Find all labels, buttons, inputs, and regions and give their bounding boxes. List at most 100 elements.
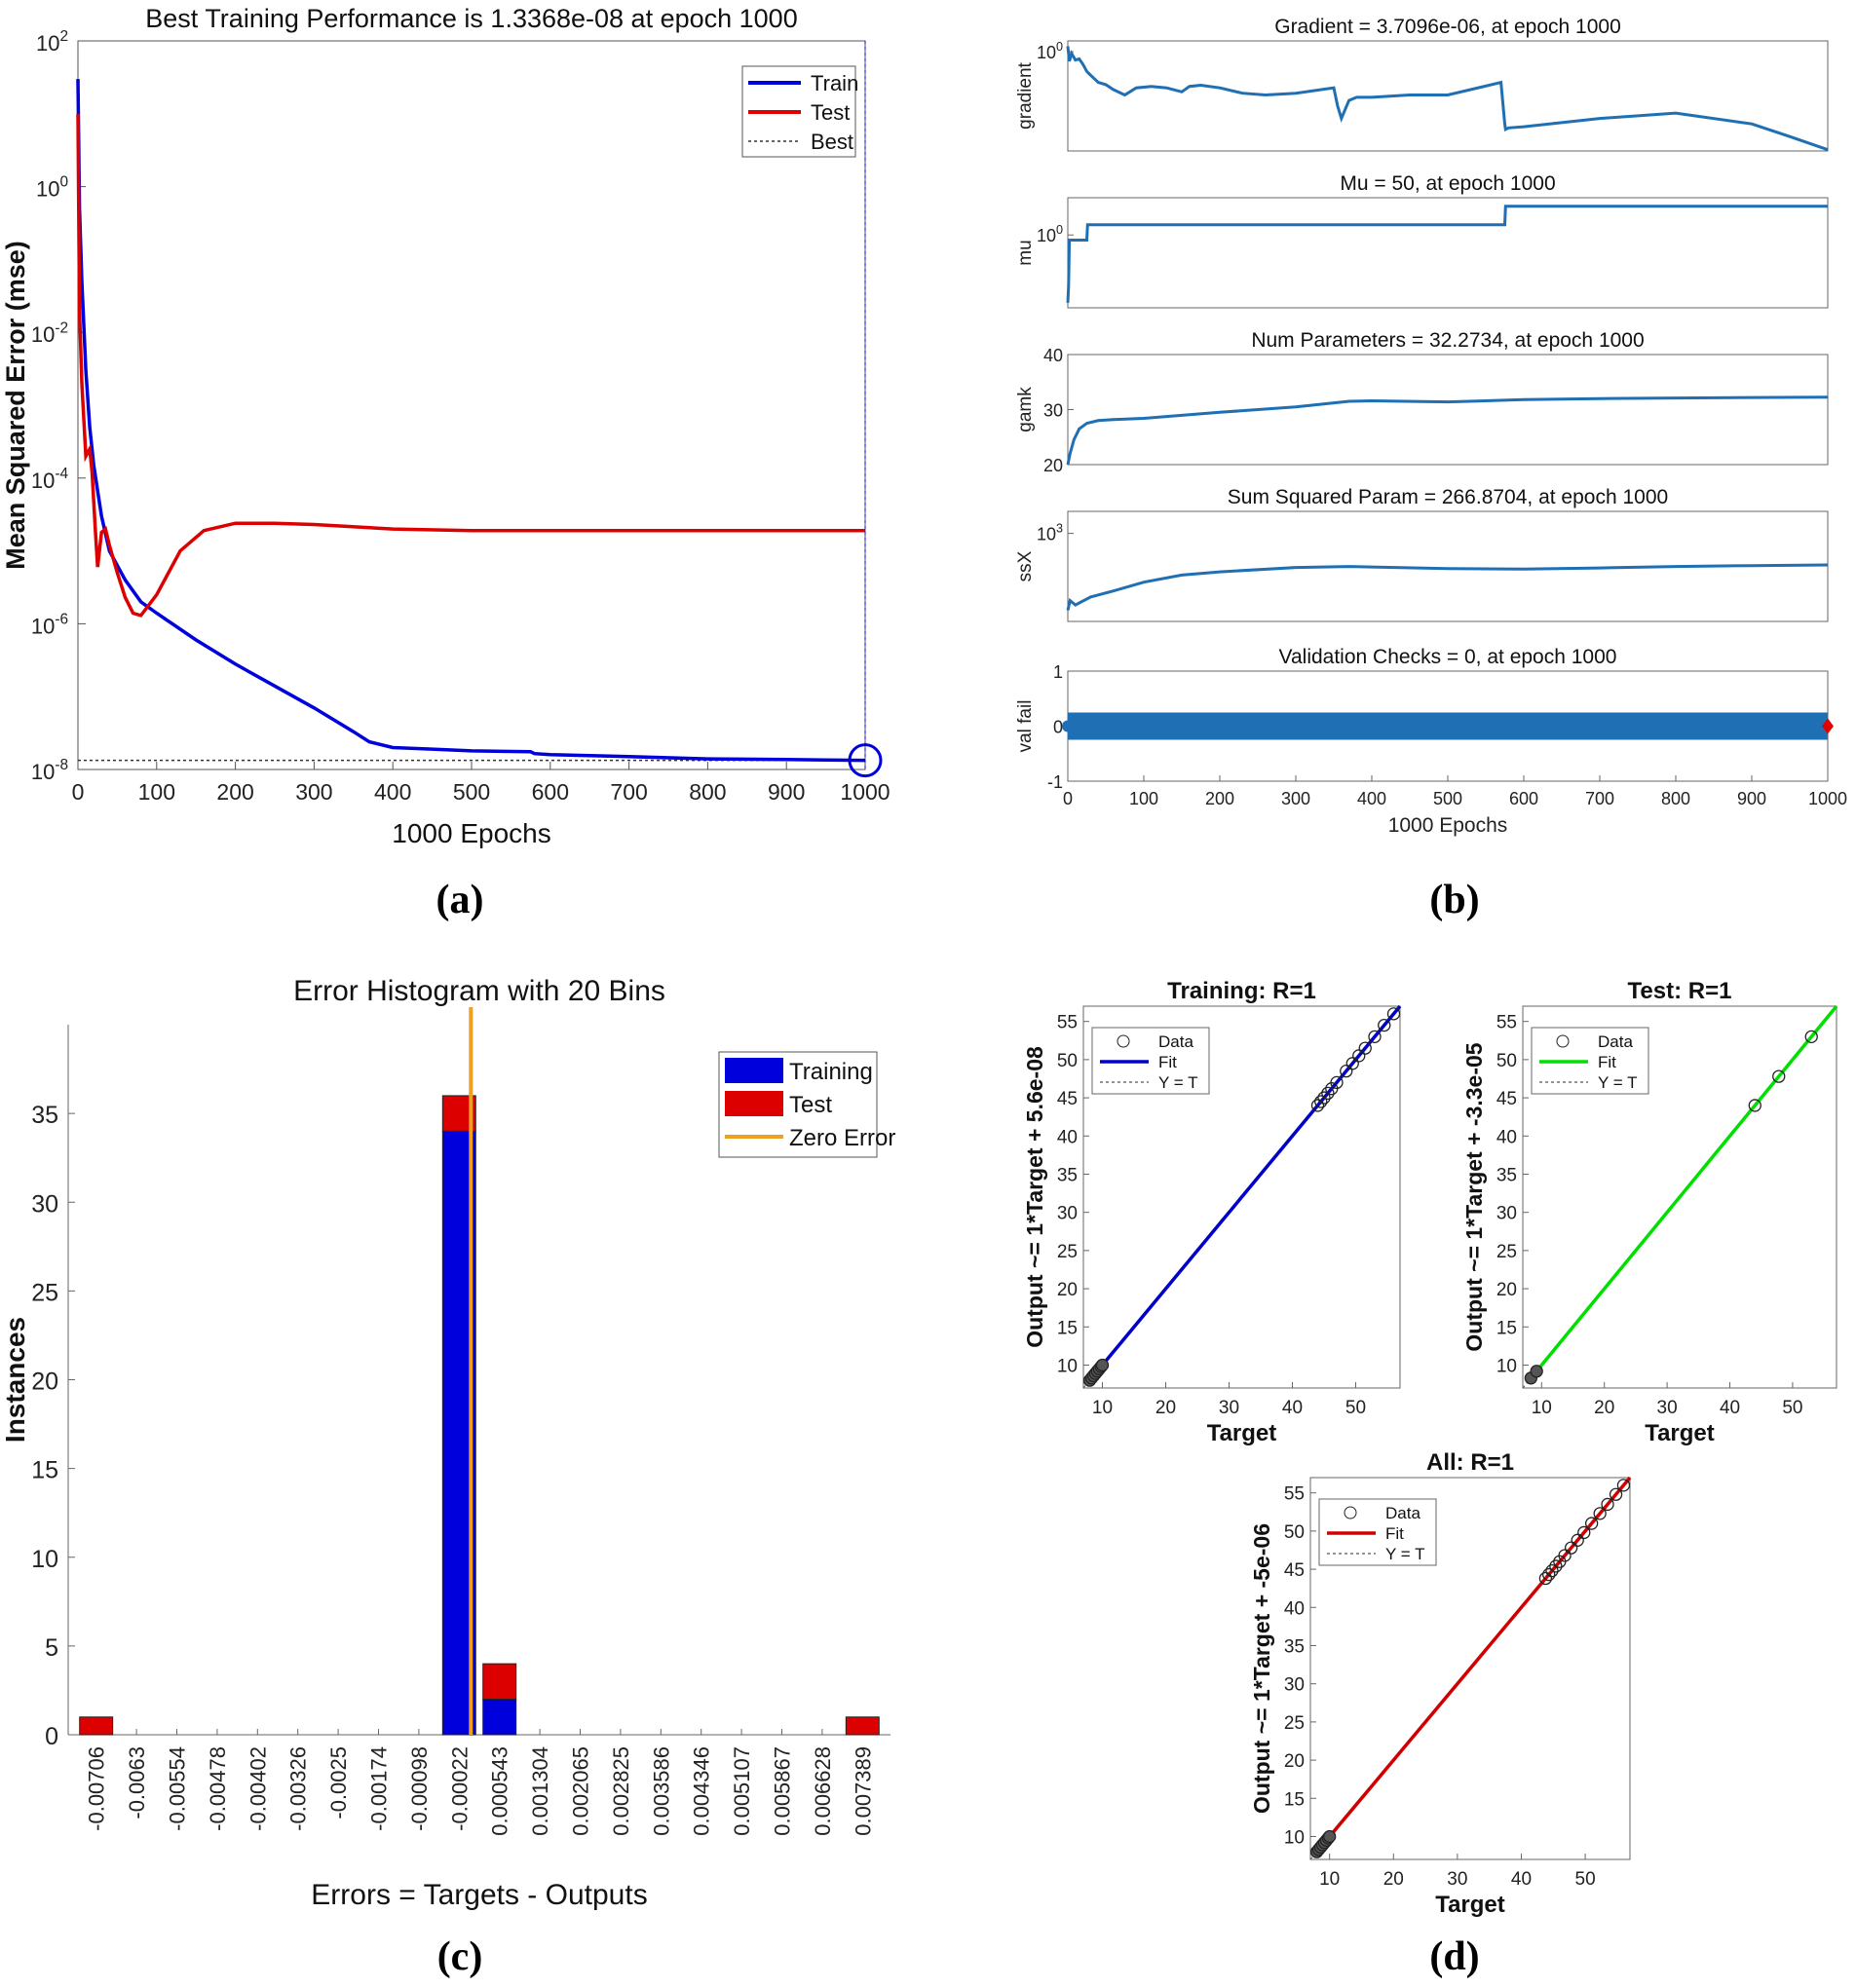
y-tick-label: 103	[1037, 522, 1063, 544]
subplot-area	[1309, 1477, 1631, 1860]
panel-label-b: (b)	[1429, 878, 1480, 922]
legend-label-test: Test	[789, 1092, 832, 1118]
y-tick-label: 20	[31, 1369, 58, 1396]
x-tick-label: 600	[532, 779, 569, 805]
x-tick-label: -0.00402	[246, 1746, 270, 1831]
subplot-ylabel: mu	[1015, 240, 1036, 265]
x-tick-label: -0.00174	[367, 1746, 392, 1831]
series-train	[76, 79, 866, 763]
y-tick-label: 50	[1057, 1051, 1078, 1071]
x-tick-label: 200	[216, 779, 253, 805]
y-tick-label: 45	[1284, 1560, 1305, 1581]
fit-line	[1088, 1004, 1402, 1382]
legend-label-test: Test	[811, 100, 850, 125]
x-tick-label: 300	[295, 779, 332, 805]
y-tick-label: 55	[1496, 1013, 1517, 1033]
bar-test	[79, 1716, 114, 1736]
y-tick-label: 1	[1053, 662, 1063, 682]
y-tick-label: 10	[1496, 1356, 1517, 1376]
data-point	[1386, 1007, 1401, 1021]
panel-label-a: (a)	[436, 878, 484, 922]
x-tick-label: 900	[768, 779, 805, 805]
regression-plot: Training: R=1 10 20 30 40 50 10 15 20 25 30 35 40 45 5…	[1022, 978, 1838, 1918]
data-point	[1593, 1507, 1607, 1520]
x-tick-label: 700	[1585, 789, 1614, 808]
x-axis-label: 1000 Epochs	[392, 818, 550, 848]
x-tick-label: 50	[1345, 1398, 1366, 1418]
x-tick-label: 30	[1219, 1398, 1239, 1418]
chart-title: Error Histogram with 20 Bins	[293, 975, 665, 1007]
subplot-title: Mu = 50, at epoch 1000	[1340, 172, 1555, 195]
data-point	[1323, 1829, 1337, 1844]
legend-label-zero-error: Zero Error	[789, 1125, 895, 1151]
val-fail-band	[1068, 712, 1828, 740]
x-tick-label: 30	[1447, 1869, 1467, 1890]
bar-training	[482, 1699, 517, 1736]
data-point	[1314, 1095, 1328, 1108]
legend-label: Fit	[1598, 1053, 1616, 1071]
x-tick-label: 0.005867	[771, 1746, 795, 1836]
fit-line	[1315, 1476, 1632, 1854]
x-tick-label: 0.003586	[649, 1746, 673, 1836]
x-tick-label: 300	[1281, 789, 1310, 808]
legend-label-training: Training	[789, 1059, 873, 1085]
x-tick-label: 100	[138, 779, 175, 805]
x-tick-label: 0.006628	[811, 1746, 835, 1836]
y-tick-label: 50	[1284, 1522, 1305, 1543]
data-point	[1378, 1018, 1391, 1032]
y-tick-label: 15	[1496, 1318, 1517, 1338]
y-tick-label: 45	[1057, 1089, 1078, 1109]
x-tick-label: -0.00478	[206, 1746, 230, 1831]
training-state-plot: Gradient = 3.7096e-06, at epoch 1000 grad…	[1015, 16, 1847, 837]
y-tick-label: 30	[31, 1190, 58, 1218]
best-marker	[848, 743, 883, 778]
legend-swatch-training	[725, 1058, 783, 1083]
subplot-series	[1066, 395, 1829, 466]
y-tick-label: -1	[1047, 772, 1063, 792]
x-tick-label: 400	[1357, 789, 1386, 808]
panel-label-d: (d)	[1429, 1934, 1480, 1979]
x-tick-label: 1000	[1808, 789, 1847, 808]
y-tick-label: 55	[1284, 1484, 1305, 1505]
panel-label-c: (c)	[436, 1934, 483, 1979]
subplot-title: Num Parameters = 32.2734, at epoch 1000	[1251, 329, 1644, 352]
y-tick-label: 20	[1496, 1280, 1517, 1300]
data-point	[1609, 1487, 1623, 1501]
y-tick-label: 20	[1057, 1280, 1078, 1300]
data-point	[1571, 1533, 1584, 1547]
subplot-area	[1522, 1005, 1837, 1389]
bar-test	[845, 1716, 880, 1736]
subplot-title: Training: R=1	[1167, 978, 1316, 1004]
chart-title: Best Training Performance is 1.3368e-08 …	[145, 4, 797, 33]
y-tick-label: 40	[1284, 1598, 1305, 1619]
data-point	[1545, 1563, 1559, 1578]
data-point	[1321, 1086, 1335, 1101]
x-tick-label: 100	[1129, 789, 1158, 808]
val-fail-marker	[1822, 718, 1834, 734]
x-tick-label: 30	[1657, 1398, 1678, 1418]
data-point	[1616, 1479, 1631, 1492]
data-point	[1352, 1049, 1366, 1063]
x-tick-label: 0.004346	[690, 1746, 714, 1836]
data-point	[1368, 1030, 1382, 1044]
y-axis-label: Output ~= 1*Target + -3.3e-05	[1461, 1042, 1487, 1351]
data-point	[1549, 1559, 1563, 1573]
subplot-series	[1066, 46, 1829, 152]
y-tick-label: 10	[1284, 1827, 1305, 1848]
training-state-chart: Gradient = 3.7096e-06, at epoch 1000 grad…	[974, 0, 1856, 877]
data-point	[1538, 1571, 1553, 1586]
subplot-area	[1067, 197, 1829, 309]
x-tick-label: 500	[1433, 789, 1462, 808]
x-tick-label: -0.0063	[125, 1746, 149, 1819]
x-tick-label: 10	[1092, 1398, 1113, 1418]
legend-label-train: Train	[811, 71, 858, 95]
error-histogram-plot: Error Histogram with 20 Bins 0 5 10 15 20 25 30…	[0, 975, 895, 1911]
legend-label-best: Best	[811, 130, 853, 154]
y-tick-label: 40	[1057, 1127, 1078, 1147]
x-tick-label: 50	[1782, 1398, 1802, 1418]
x-tick-label: 800	[1661, 789, 1690, 808]
x-tick-label: 0.002825	[609, 1746, 633, 1836]
subplot-ylabel: ssX	[1015, 550, 1036, 581]
y-tick-label: 30	[1043, 401, 1063, 421]
y-tick-label: 20	[1284, 1751, 1305, 1772]
